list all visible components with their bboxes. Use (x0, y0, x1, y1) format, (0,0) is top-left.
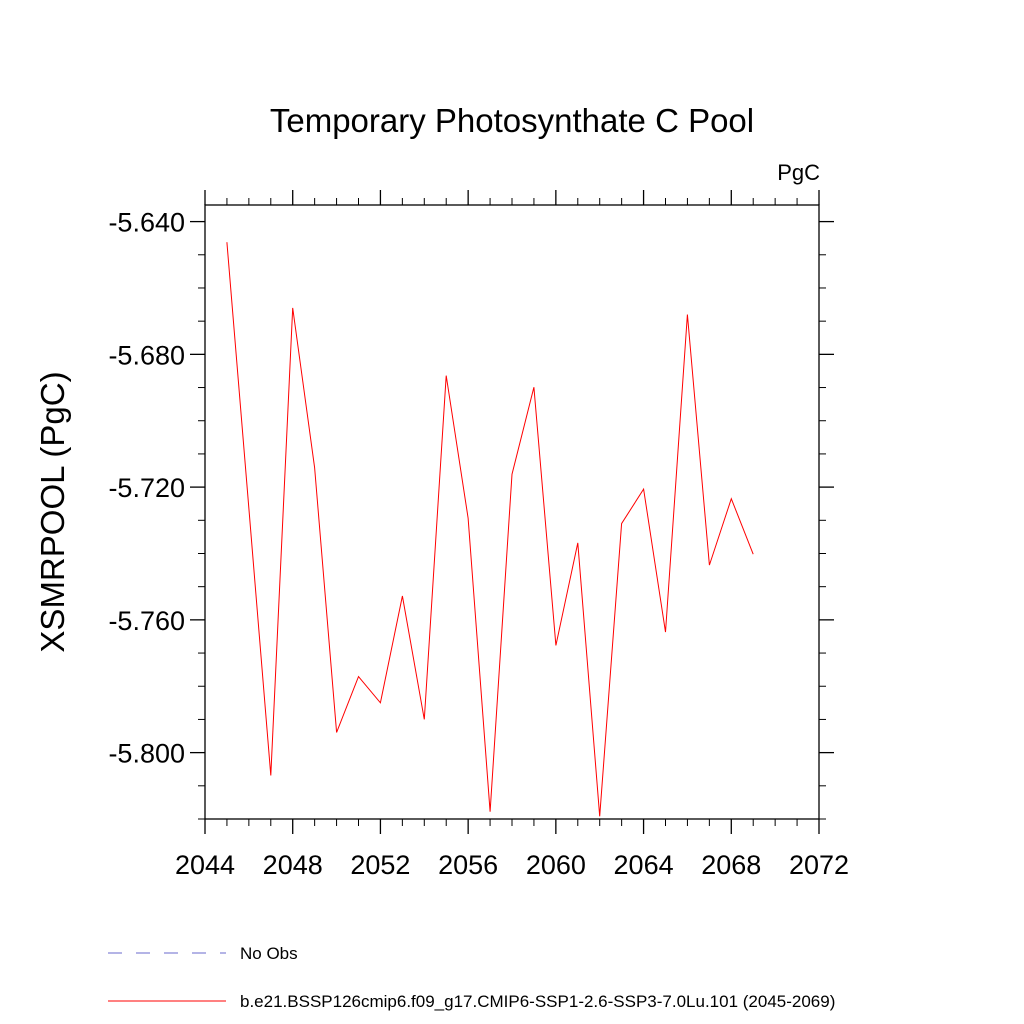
x-tick-label: 2072 (789, 850, 849, 880)
axis-ticks (190, 190, 834, 834)
series-line-0 (226, 242, 754, 817)
x-tick-label: 2068 (701, 850, 761, 880)
units-label: PgC (777, 160, 820, 185)
x-tick-label: 2044 (175, 850, 235, 880)
axis-tick-labels: 2044 2048 2052 2056 2060 2064 2068 2072 -5.640 -5… (108, 208, 849, 880)
x-tick-label: 2056 (438, 850, 498, 880)
y-tick-label: -5.760 (108, 606, 185, 636)
y-tick-label: -5.720 (108, 473, 185, 503)
x-tick-label: 2052 (350, 850, 410, 880)
chart-title: Temporary Photosynthate C Pool (270, 102, 754, 139)
legend: No Obs b.e21.BSSP126cmip6.f09_g17.CMIP6-… (108, 944, 835, 1011)
x-tick-label: 2048 (263, 850, 323, 880)
legend-label-model-run: b.e21.BSSP126cmip6.f09_g17.CMIP6-SSP1-2.… (240, 992, 835, 1011)
legend-label-no-obs: No Obs (240, 944, 298, 963)
x-tick-label: 2060 (526, 850, 586, 880)
y-tick-label: -5.800 (108, 739, 185, 769)
x-tick-label: 2064 (614, 850, 674, 880)
y-axis-label: XSMRPOOL (PgC) (34, 371, 71, 652)
y-tick-label: -5.680 (108, 340, 185, 370)
y-tick-label: -5.640 (108, 208, 185, 238)
series-layer (226, 242, 754, 817)
